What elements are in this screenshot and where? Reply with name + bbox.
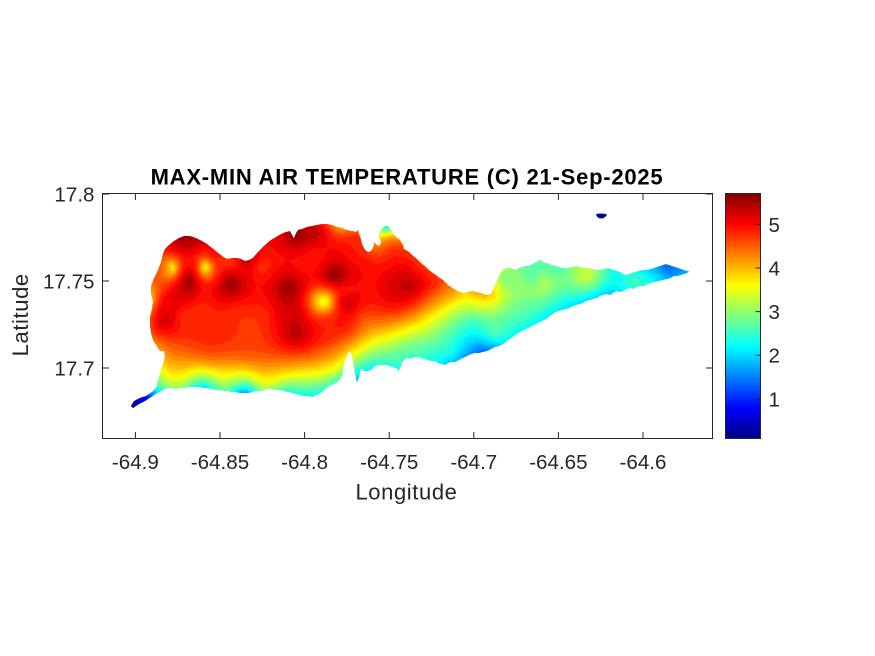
svg-text:1: 1 [769,388,780,411]
svg-text:17.75: 17.75 [43,271,95,294]
svg-text:3: 3 [769,301,780,324]
svg-text:-64.65: -64.65 [529,451,587,474]
svg-text:17.8: 17.8 [54,184,94,207]
svg-text:4: 4 [769,258,780,281]
svg-text:-64.85: -64.85 [191,451,249,474]
svg-text:MAX-MIN AIR TEMPERATURE (C) 21: MAX-MIN AIR TEMPERATURE (C) 21-Sep-2025 [151,164,664,189]
svg-text:-64.9: -64.9 [112,451,159,474]
svg-text:17.7: 17.7 [54,358,94,381]
svg-text:Longitude: Longitude [355,479,457,504]
svg-text:Latitude: Latitude [8,273,33,356]
svg-text:-64.7: -64.7 [450,451,497,474]
svg-text:-64.6: -64.6 [620,451,667,474]
svg-text:5: 5 [769,214,780,237]
svg-text:-64.8: -64.8 [281,451,328,474]
svg-text:2: 2 [769,345,780,368]
svg-text:-64.75: -64.75 [360,451,418,474]
